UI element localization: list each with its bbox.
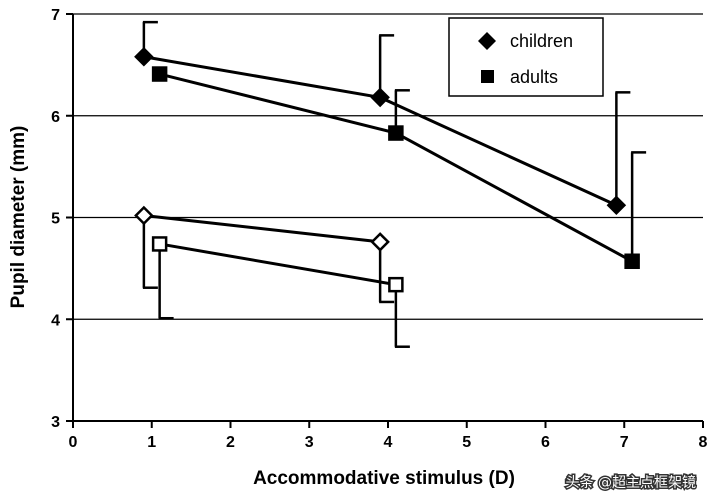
legend-box	[448, 17, 604, 97]
x-tick-label-2: 2	[226, 434, 235, 451]
series-children	[134, 20, 631, 216]
y-tick-label-4: 4	[51, 312, 60, 329]
series-line-children-open	[143, 213, 381, 244]
plot-area	[134, 20, 647, 348]
point-children-2	[606, 195, 627, 216]
point-children-0	[134, 46, 154, 67]
y-tick-label-5: 5	[51, 211, 60, 228]
gridlines	[73, 13, 703, 320]
point-children-open-1	[370, 232, 390, 252]
point-children-1	[370, 87, 390, 108]
point-adults-1	[388, 125, 404, 141]
x-tick-label-5: 5	[462, 434, 471, 451]
legend-label-adults: adults	[510, 67, 558, 87]
watermark-text: 头条 @超主点框架镜	[566, 474, 696, 491]
point-adults-2	[624, 253, 640, 270]
point-adults-open-0	[151, 236, 168, 252]
watermark: 头条 @超主点框架镜	[564, 473, 697, 493]
point-adults-open-1	[388, 276, 404, 293]
y-tick-label-3: 3	[51, 414, 60, 431]
y-tick-label-6: 6	[51, 109, 60, 126]
legend: children adults	[448, 17, 604, 97]
series-adults	[151, 66, 647, 270]
x-tick-label-1: 1	[147, 434, 156, 451]
legend-label-children: children	[510, 31, 573, 51]
legend-square-marker	[481, 70, 494, 83]
point-children-open-0	[134, 205, 154, 226]
x-tick-label-6: 6	[541, 434, 550, 451]
x-tick-label-4: 4	[384, 434, 393, 451]
y-tick-label-7: 7	[51, 7, 60, 24]
series-children-open	[134, 205, 395, 304]
x-tick-label-0: 0	[69, 434, 78, 451]
x-tick-label-8: 8	[699, 434, 708, 451]
point-adults-0	[151, 66, 168, 82]
x-tick-label-7: 7	[620, 434, 629, 451]
series-adults-open	[151, 236, 410, 348]
series-line-adults-open	[159, 242, 397, 287]
x-axis-title: Accommodative stimulus (D)	[253, 468, 515, 489]
axes	[66, 13, 704, 428]
x-tick-label-3: 3	[305, 434, 314, 451]
y-axis-title: Pupil diameter (mm)	[8, 126, 29, 309]
legend-diamond-marker	[478, 32, 496, 50]
tick-labels: 0 1 2 3 4 5 6 7 8 3 4 5 6 7	[51, 7, 707, 451]
